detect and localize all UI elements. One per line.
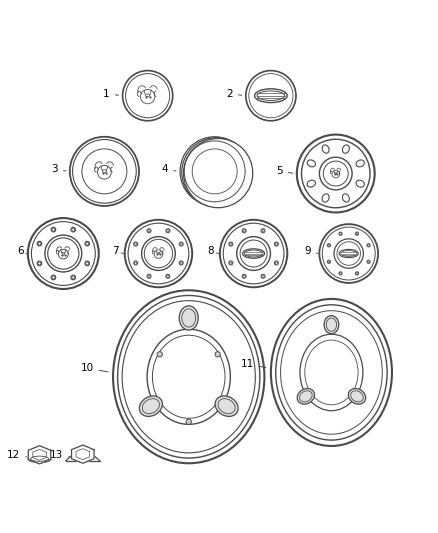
Circle shape	[367, 260, 370, 263]
Ellipse shape	[243, 249, 265, 259]
Circle shape	[327, 260, 331, 263]
Text: 9: 9	[304, 246, 318, 256]
Circle shape	[179, 242, 183, 246]
Circle shape	[179, 261, 183, 265]
Text: 6: 6	[17, 246, 27, 256]
Circle shape	[355, 272, 359, 275]
Circle shape	[166, 229, 170, 233]
Ellipse shape	[356, 180, 364, 187]
Ellipse shape	[179, 306, 198, 330]
Text: 2: 2	[226, 88, 242, 99]
Circle shape	[274, 242, 279, 246]
Text: 4: 4	[162, 164, 176, 174]
Ellipse shape	[307, 160, 315, 167]
Circle shape	[51, 275, 56, 280]
Circle shape	[229, 242, 233, 246]
Ellipse shape	[348, 389, 366, 404]
Polygon shape	[71, 445, 94, 463]
Circle shape	[147, 229, 151, 233]
Ellipse shape	[343, 194, 350, 202]
Circle shape	[147, 274, 151, 278]
Text: 13: 13	[50, 450, 70, 459]
Circle shape	[184, 139, 253, 208]
Circle shape	[51, 227, 56, 232]
Text: 8: 8	[207, 246, 219, 256]
Circle shape	[242, 274, 246, 278]
Circle shape	[85, 241, 89, 246]
Circle shape	[274, 261, 279, 265]
Ellipse shape	[322, 194, 329, 202]
Circle shape	[71, 275, 75, 280]
Circle shape	[186, 419, 191, 424]
Circle shape	[339, 232, 342, 235]
Text: 1: 1	[103, 88, 119, 99]
Circle shape	[37, 241, 42, 246]
Circle shape	[327, 244, 331, 247]
Ellipse shape	[215, 396, 238, 416]
Circle shape	[134, 242, 138, 246]
Circle shape	[157, 352, 162, 357]
Ellipse shape	[324, 316, 339, 334]
Ellipse shape	[307, 180, 315, 187]
Text: 3: 3	[51, 164, 66, 174]
Circle shape	[355, 232, 359, 235]
Ellipse shape	[339, 249, 358, 257]
Polygon shape	[28, 446, 51, 464]
Circle shape	[229, 261, 233, 265]
Circle shape	[85, 261, 89, 266]
Circle shape	[261, 274, 265, 278]
Text: 12: 12	[7, 450, 27, 459]
Circle shape	[261, 229, 265, 233]
Circle shape	[182, 138, 251, 207]
Circle shape	[215, 352, 220, 357]
Ellipse shape	[356, 160, 364, 167]
Circle shape	[71, 227, 75, 232]
Ellipse shape	[297, 389, 314, 404]
Ellipse shape	[139, 396, 162, 416]
Text: 11: 11	[240, 359, 266, 369]
Text: 10: 10	[81, 363, 108, 373]
Ellipse shape	[322, 145, 329, 153]
Text: 7: 7	[112, 246, 124, 256]
Ellipse shape	[343, 145, 350, 153]
Circle shape	[134, 261, 138, 265]
Circle shape	[242, 229, 246, 233]
Circle shape	[367, 244, 370, 247]
Ellipse shape	[28, 455, 51, 463]
Circle shape	[37, 261, 42, 266]
Circle shape	[166, 274, 170, 278]
Text: 5: 5	[276, 166, 293, 176]
Circle shape	[339, 272, 342, 275]
